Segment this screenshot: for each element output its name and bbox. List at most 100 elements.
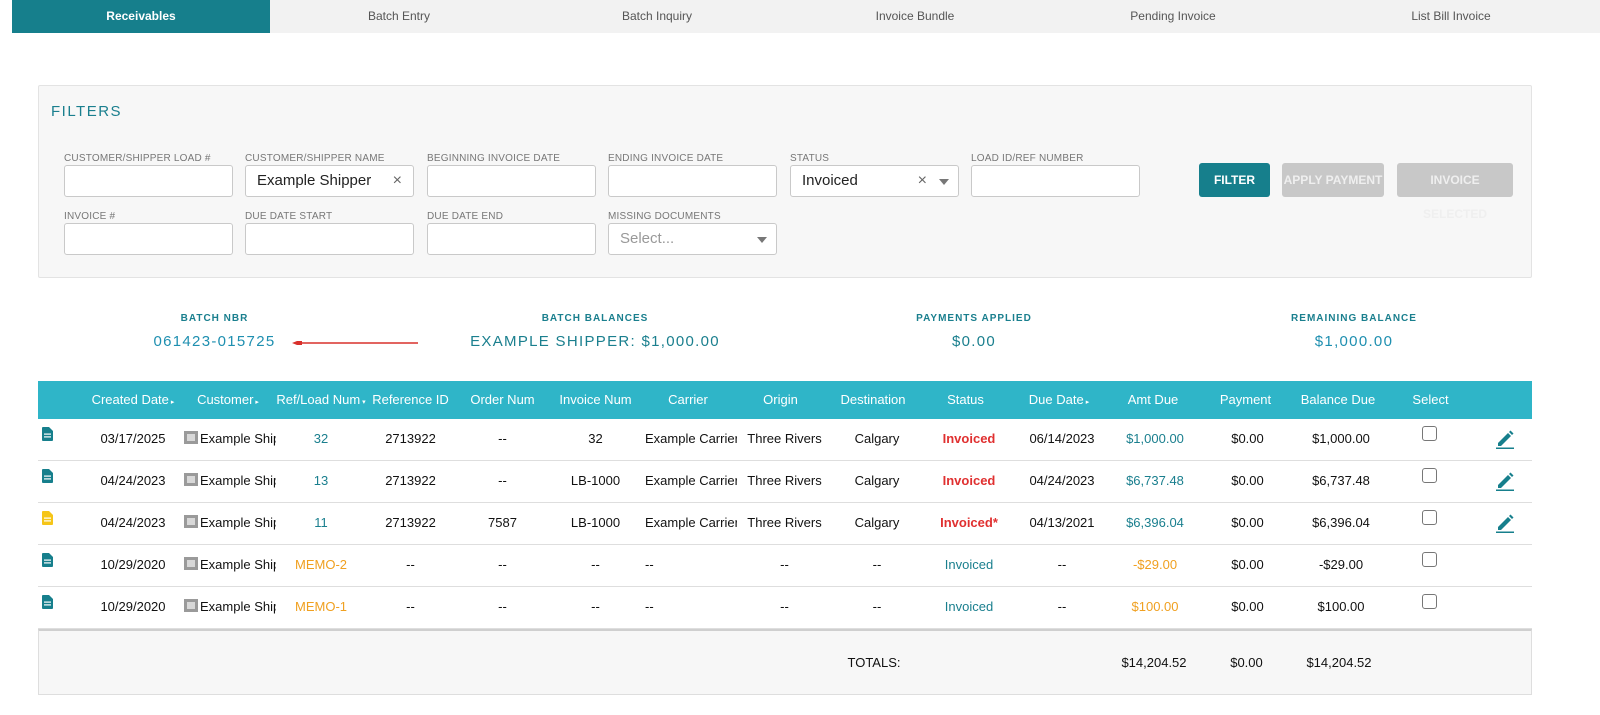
document-icon[interactable]: [42, 427, 53, 441]
select-checkbox[interactable]: [1422, 468, 1437, 483]
select-checkbox[interactable]: [1422, 426, 1437, 441]
select-checkbox[interactable]: [1422, 594, 1437, 609]
select-checkbox[interactable]: [1422, 552, 1437, 567]
apply-payment-button[interactable]: APPLY PAYMENT: [1282, 163, 1384, 197]
customer-load-label: CUSTOMER/SHIPPER LOAD #: [64, 153, 211, 164]
col-payment: Payment: [1219, 392, 1272, 407]
amt-due[interactable]: $1,000.00: [1126, 431, 1184, 446]
amt-due[interactable]: -$29.00: [1132, 557, 1178, 572]
customer-name: Example Shipper: [200, 431, 276, 446]
col-carrier: Carrier: [668, 392, 708, 407]
remaining-balance-value: $1,000.00: [1314, 333, 1394, 350]
sort-icon: ▾: [362, 399, 366, 406]
pencil-icon[interactable]: [1495, 513, 1515, 533]
load-ref-field: LOAD ID/REF NUMBER: [971, 153, 1140, 197]
order-num: --: [498, 473, 507, 488]
origin: --: [780, 557, 789, 572]
select-checkbox[interactable]: [1422, 510, 1437, 525]
col-ref-load[interactable]: Ref/Load Num ▾: [276, 392, 366, 407]
pencil-icon[interactable]: [1495, 471, 1515, 491]
missing-docs-select[interactable]: Select...: [608, 223, 777, 255]
pencil-icon[interactable]: [1495, 429, 1515, 449]
status-value: Invoiced: [802, 172, 858, 189]
invoice-num: LB-1000: [570, 473, 621, 488]
document-icon[interactable]: [42, 553, 53, 567]
col-select: Select: [1412, 392, 1449, 407]
load-ref-label: LOAD ID/REF NUMBER: [971, 153, 1084, 164]
clear-icon[interactable]: ×: [392, 172, 402, 189]
customer-name-value: Example Shipper: [257, 172, 372, 189]
col-due-date[interactable]: Due Date ▸: [1028, 392, 1090, 407]
ref-load-link[interactable]: MEMO-1: [295, 599, 347, 614]
amt-due[interactable]: $100.00: [1131, 599, 1179, 614]
sort-icon: ▸: [1085, 399, 1090, 406]
amt-due[interactable]: $6,737.48: [1126, 473, 1184, 488]
col-order-num: Order Num: [470, 392, 535, 407]
ref-load-link[interactable]: MEMO-2: [295, 557, 347, 572]
customer-cell: Example Shipper: [184, 461, 276, 501]
batch-balances-label: BATCH BALANCES: [541, 313, 649, 324]
batch-balances-summary: BATCH BALANCES EXAMPLE SHIPPER: $1,000.0…: [470, 313, 720, 350]
reference-id: 2713922: [385, 473, 436, 488]
invoice-selected-button[interactable]: INVOICE SELECTED: [1397, 163, 1513, 221]
customer-icon: [184, 599, 198, 612]
due-date: --: [1057, 557, 1067, 572]
ref-load-link[interactable]: 11: [314, 515, 328, 530]
due-end-input[interactable]: [427, 223, 596, 255]
missing-docs-placeholder: Select...: [620, 230, 675, 247]
status-select[interactable]: Invoiced ×: [790, 165, 959, 197]
chevron-down-icon[interactable]: [939, 179, 949, 185]
payments-applied-summary: PAYMENTS APPLIED $0.00: [900, 313, 1048, 350]
col-customer[interactable]: Customer ▸: [197, 392, 259, 407]
ref-load-link[interactable]: 32: [313, 431, 329, 446]
status: Invoiced*: [940, 515, 998, 530]
end-date-label: ENDING INVOICE DATE: [608, 153, 724, 164]
clear-icon[interactable]: ×: [917, 172, 927, 189]
due-start-input[interactable]: [245, 223, 414, 255]
invoice-input[interactable]: [64, 223, 233, 255]
batch-nbr-value[interactable]: 061423-015725: [153, 333, 276, 350]
origin: --: [780, 599, 789, 614]
customer-name-input[interactable]: Example Shipper ×: [245, 165, 414, 197]
due-date: 06/14/2023: [1029, 431, 1095, 446]
carrier: Example Carrier: [645, 515, 737, 530]
amt-due[interactable]: $6,396.04: [1126, 515, 1184, 530]
tab-pending-invoice[interactable]: Pending Invoice: [1130, 9, 1216, 23]
invoice-num: 32: [588, 431, 603, 446]
balance-due: $1,000.00: [1312, 431, 1370, 446]
remaining-balance-label: REMAINING BALANCE: [1291, 313, 1417, 324]
payment: $0.00: [1231, 431, 1264, 446]
col-destination: Destination: [840, 392, 906, 407]
col-created-date[interactable]: Created Date ▸: [91, 392, 175, 407]
missing-docs-label: MISSING DOCUMENTS: [608, 211, 721, 222]
tab-invoice-bundle[interactable]: Invoice Bundle: [875, 9, 955, 23]
payment: $0.00: [1231, 599, 1264, 614]
created-date: 03/17/2025: [100, 431, 166, 446]
document-icon[interactable]: [42, 511, 53, 525]
customer-name: Example Shipper: [200, 557, 276, 572]
order-num: --: [498, 431, 507, 446]
batch-nbr-label: BATCH NBR: [180, 313, 249, 324]
destination: Calgary: [854, 473, 900, 488]
origin: Three Rivers: [747, 473, 822, 488]
due-date: --: [1057, 599, 1067, 614]
load-ref-input[interactable]: [971, 165, 1140, 197]
destination: --: [872, 557, 882, 572]
document-icon[interactable]: [42, 469, 53, 483]
table-row: 04/24/2023 Example Shipper 11 2713922 7587 LB…: [38, 503, 1532, 545]
tab-list-bill-invoice[interactable]: List Bill Invoice: [1411, 9, 1491, 23]
filter-button[interactable]: FILTER: [1199, 163, 1270, 197]
invoice-num: --: [591, 599, 600, 614]
chevron-down-icon[interactable]: [757, 237, 767, 243]
tab-batch-entry[interactable]: Batch Entry: [367, 9, 431, 23]
end-date-input[interactable]: [608, 165, 777, 197]
due-start-field: DUE DATE START: [245, 211, 414, 255]
customer-name: Example Shipper: [200, 473, 276, 488]
table-row: 10/29/2020 Example Shipper MEMO-2 -- -- -- -- -…: [38, 545, 1532, 587]
begin-date-input[interactable]: [427, 165, 596, 197]
customer-load-input[interactable]: [64, 165, 233, 197]
tab-receivables[interactable]: Receivables: [12, 0, 270, 33]
document-icon[interactable]: [42, 595, 53, 609]
tab-batch-inquiry[interactable]: Batch Inquiry: [621, 9, 693, 23]
ref-load-link[interactable]: 13: [313, 473, 329, 488]
